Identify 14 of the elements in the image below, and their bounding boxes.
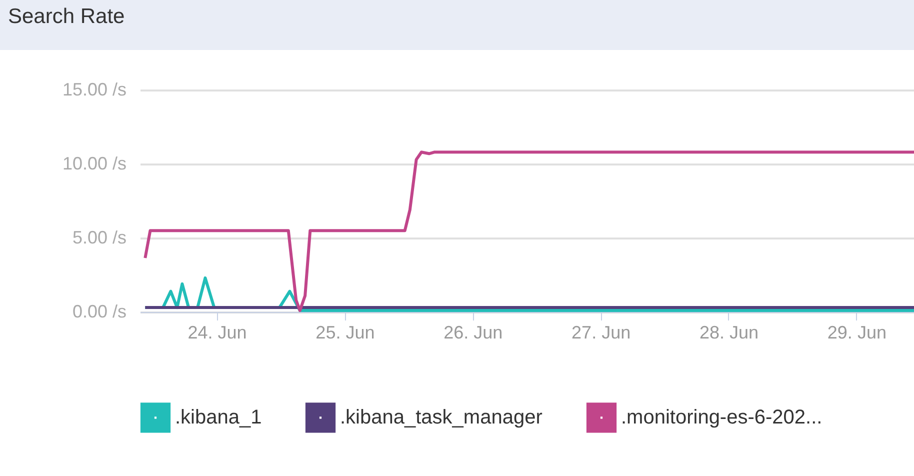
y-tick-label: 15.00 /s — [62, 80, 126, 100]
x-tick-label: 28. Jun — [699, 322, 759, 342]
legend-label: .monitoring-es-6-202... — [621, 406, 822, 429]
legend-label: .kibana_1 — [175, 406, 262, 429]
y-tick-label: 5.00 /s — [72, 228, 126, 248]
legend-label: .kibana_task_manager — [340, 406, 543, 429]
chart-title: Search Rate — [0, 0, 914, 50]
y-tick-label: 0.00 /s — [72, 302, 126, 322]
y-tick-label: 10.00 /s — [62, 154, 126, 174]
x-tick-label: 25. Jun — [316, 322, 375, 342]
x-tick-label: 26. Jun — [444, 322, 503, 342]
x-tick-label: 29. Jun — [827, 322, 886, 342]
x-tick-label: 27. Jun — [572, 322, 631, 342]
x-tick-label: 24. Jun — [188, 322, 247, 342]
